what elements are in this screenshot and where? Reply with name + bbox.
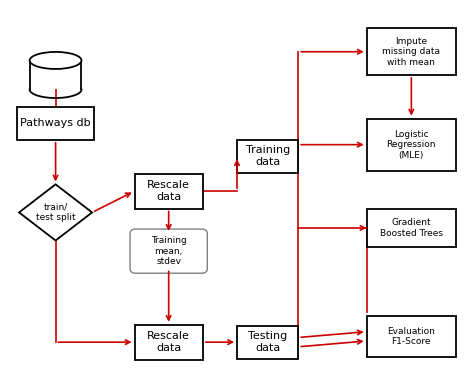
Text: Impute
missing data
with mean: Impute missing data with mean: [383, 37, 440, 67]
Text: Rescale
data: Rescale data: [147, 180, 190, 202]
FancyBboxPatch shape: [366, 28, 456, 75]
Bar: [30, 60, 82, 89]
Text: Training
data: Training data: [246, 145, 290, 167]
Text: Training
mean,
stdev: Training mean, stdev: [151, 236, 187, 266]
FancyBboxPatch shape: [366, 316, 456, 357]
FancyBboxPatch shape: [135, 325, 203, 360]
FancyBboxPatch shape: [135, 174, 203, 209]
FancyBboxPatch shape: [237, 326, 298, 358]
FancyBboxPatch shape: [366, 119, 456, 171]
Ellipse shape: [30, 52, 82, 69]
Polygon shape: [19, 184, 92, 241]
Text: train/
test split: train/ test split: [36, 203, 75, 222]
FancyBboxPatch shape: [237, 140, 298, 173]
FancyBboxPatch shape: [366, 209, 456, 247]
Text: Pathways db: Pathways db: [20, 118, 91, 128]
Text: Gradient
Boosted Trees: Gradient Boosted Trees: [380, 218, 443, 238]
FancyBboxPatch shape: [130, 229, 207, 273]
Text: Rescale
data: Rescale data: [147, 332, 190, 353]
Text: Logistic
Regression
(MLE): Logistic Regression (MLE): [387, 130, 436, 160]
FancyBboxPatch shape: [17, 107, 94, 140]
Text: Testing
data: Testing data: [248, 332, 287, 353]
Text: Evaluation
F1-Score: Evaluation F1-Score: [387, 327, 435, 346]
